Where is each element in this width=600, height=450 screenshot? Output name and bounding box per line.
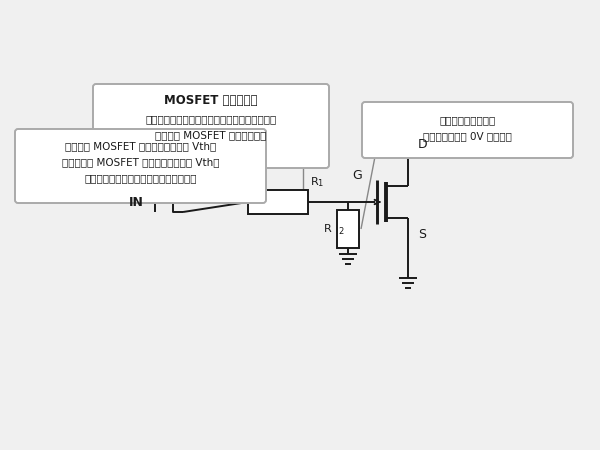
Bar: [248, 190, 308, 214]
Text: R: R: [311, 177, 319, 187]
Text: R: R: [324, 224, 332, 234]
Text: S: S: [418, 228, 426, 240]
Text: 应选择适当的电阵値，因为它会影响开关速度，: 应选择适当的电阵値，因为它会影响开关速度，: [145, 114, 277, 124]
Text: 而用于关断 MOSFET 的栅极电压远低于 Vth。: 而用于关断 MOSFET 的栅极电压远低于 Vth。: [62, 157, 219, 167]
Text: D: D: [418, 138, 428, 150]
FancyBboxPatch shape: [362, 102, 573, 158]
Text: MOSFET 栅极电阵器: MOSFET 栅极电阵器: [164, 94, 258, 108]
FancyBboxPatch shape: [15, 129, 266, 203]
FancyBboxPatch shape: [93, 84, 329, 168]
Text: 可对输入电容进行完全充电的驱动能力。: 可对输入电容进行完全充电的驱动能力。: [84, 173, 197, 183]
Text: 将栅源电压降至 0V 的电阵器: 将栅源电压降至 0V 的电阵器: [423, 131, 512, 141]
Bar: [337, 210, 359, 248]
Text: IN: IN: [129, 195, 144, 208]
Text: 1: 1: [317, 179, 322, 188]
Text: 用于开通 MOSFET 的栅极电压远高于 Vth，: 用于开通 MOSFET 的栅极电压远高于 Vth，: [65, 141, 216, 151]
Text: 进而影响 MOSFET 的开关损耗。: 进而影响 MOSFET 的开关损耗。: [155, 130, 266, 140]
Text: 在输入信号开路时，: 在输入信号开路时，: [439, 115, 496, 125]
Text: G: G: [352, 169, 362, 182]
Text: 2: 2: [338, 228, 343, 237]
